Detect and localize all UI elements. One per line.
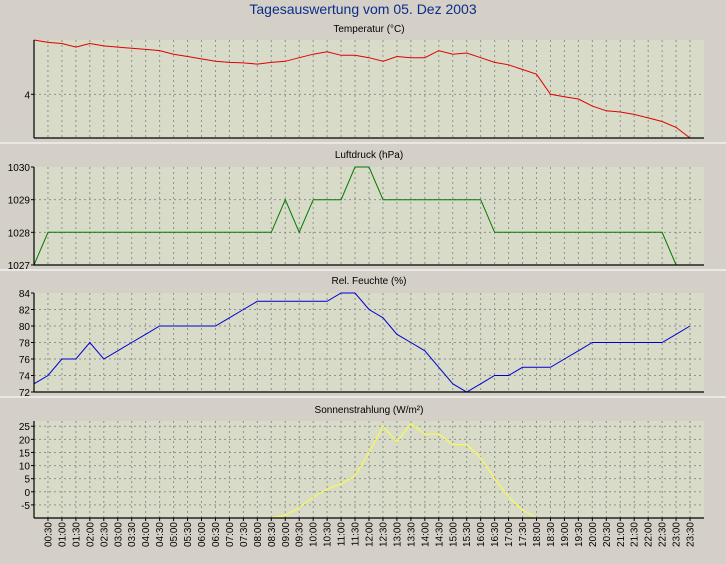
y-tick-label: 76 [19,355,31,366]
y-tick-label: 1027 [8,261,31,272]
y-tick-label: 4 [24,90,30,101]
chart-title: Temperatur (°C) [333,24,404,35]
x-tick-label: 06:00 [197,522,208,547]
x-tick-label: 18:30 [546,522,557,547]
x-tick-label: 04:00 [141,522,152,547]
x-tick-label: 10:30 [323,522,334,547]
x-tick-label: 21:30 [630,522,641,547]
series-line [33,292,691,393]
plot-area [34,421,704,518]
x-tick-label: 11:30 [351,522,362,547]
y-tick-label: 25 [19,422,31,433]
chart-title: Rel. Feuchte (%) [331,276,406,287]
x-tick-label: 17:30 [518,522,529,547]
y-tick-label: 10 [19,462,31,473]
y-tick-label: 1030 [8,163,31,174]
x-tick-label: 02:30 [99,522,110,547]
x-tick-label: 21:00 [616,522,627,547]
x-tick-label: 23:30 [686,522,697,547]
x-tick-label: 17:00 [504,522,515,547]
y-tick-label: 72 [19,388,31,399]
series-line [33,166,690,266]
y-tick-label: 20 [19,435,31,446]
x-tick-label: 01:30 [71,522,82,547]
y-tick-label: 15 [19,448,31,459]
x-tick-label: 14:30 [434,522,445,547]
y-tick-label: 84 [19,289,31,300]
x-tick-label: 15:00 [448,522,459,547]
x-tick-label: 09:00 [281,522,292,547]
y-tick-label: 1028 [8,228,31,239]
x-tick-label: 06:30 [211,522,222,547]
x-tick-label: 07:30 [239,522,250,547]
chart-title: Luftdruck (hPa) [335,150,403,161]
series-line [271,422,537,519]
x-tick-label: 16:30 [490,522,501,547]
x-tick-label: 14:00 [420,522,431,547]
x-tick-label: 18:00 [532,522,543,547]
y-tick-label: 0 [24,488,30,499]
x-tick-label: 09:30 [295,522,306,547]
y-tick-label: 74 [19,372,31,383]
chart-panel-2: Luftdruck (hPa) 1027 1028 1029 1030 [0,150,726,272]
chart-panel-4: Sonnenstrahlung (W/m²) -5 0 5 10 15 20 25 [19,405,704,519]
x-tick-labels: 00:30 01:00 01:30 02:00 02:30 03:00 03:30 04:00… [43,518,697,547]
y-tick-label: -5 [21,501,30,512]
x-tick-label: 16:00 [476,522,487,547]
y-tick-label: 80 [19,322,31,333]
chart-panel-3: Rel. Feuchte (%) 72 74 76 78 80 82 84 [0,276,726,399]
plot-area [34,40,704,138]
chart-panel-1: Temperatur (°C) 4 [0,24,726,144]
x-tick-label: 10:00 [309,522,320,547]
x-tick-label: 00:30 [43,522,54,547]
x-tick-label: 01:00 [57,522,68,547]
x-tick-label: 15:30 [462,522,473,547]
x-tick-label: 22:00 [644,522,655,547]
x-tick-label: 12:00 [365,522,376,547]
y-tick-label: 78 [19,339,31,350]
page-title: Tagesauswertung vom 05. Dez 2003 [249,1,477,17]
x-tick-label: 13:30 [406,522,417,547]
x-tick-label: 12:30 [378,522,389,547]
x-tick-label: 19:30 [574,522,585,547]
x-tick-label: 23:00 [672,522,683,547]
x-tick-label: 13:00 [392,522,403,547]
x-tick-label: 04:30 [155,522,166,547]
x-tick-label: 19:00 [560,522,571,547]
x-tick-label: 20:00 [588,522,599,547]
x-tick-label: 07:00 [225,522,236,547]
y-tick-label: 5 [24,475,30,486]
x-tick-label: 03:00 [113,522,124,547]
x-tick-label: 05:00 [169,522,180,547]
plot-area [34,167,704,265]
x-tick-label: 22:30 [658,522,669,547]
y-tick-label: 82 [19,306,31,317]
y-tick-label: 1029 [8,196,31,207]
x-tick-label: 11:00 [337,522,348,547]
x-tick-label: 05:30 [183,522,194,547]
x-tick-label: 02:00 [85,522,96,547]
x-tick-label: 08:00 [253,522,264,547]
x-tick-label: 03:30 [127,522,138,547]
x-tick-label: 08:30 [267,522,278,547]
series-line [33,39,691,139]
x-tick-label: 20:30 [602,522,613,547]
chart-title: Sonnenstrahlung (W/m²) [315,405,424,416]
